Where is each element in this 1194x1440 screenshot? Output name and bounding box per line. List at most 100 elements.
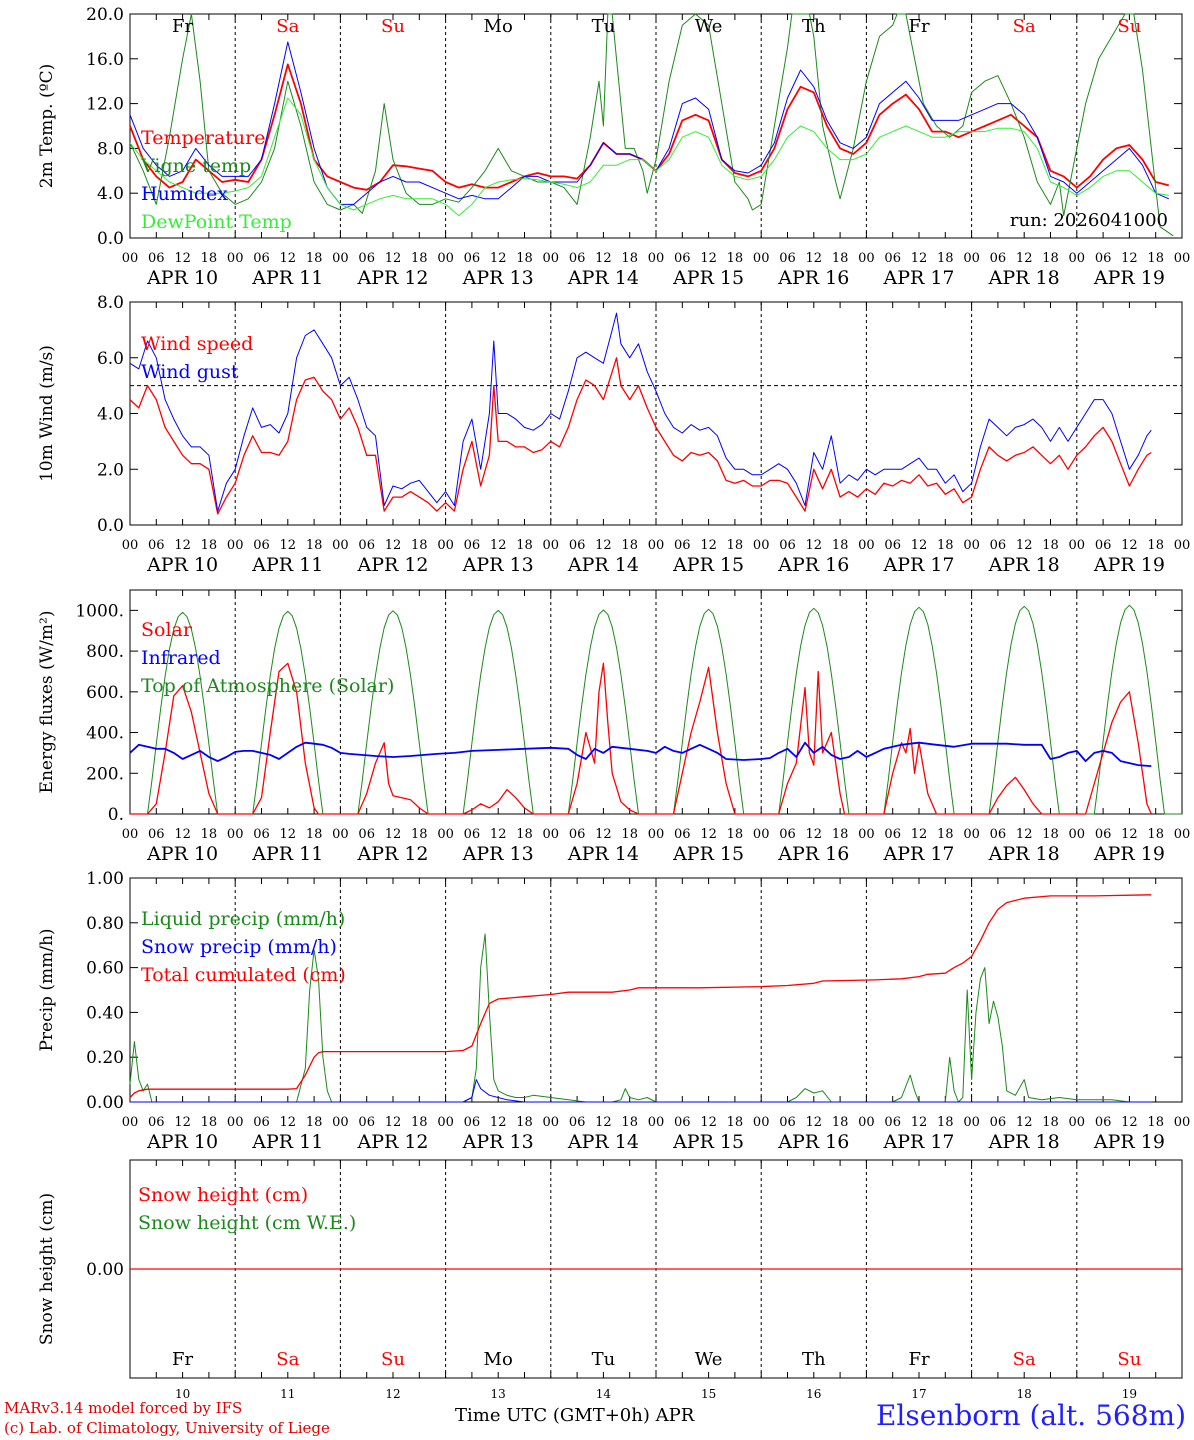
hour-label: 00 [543,538,560,553]
date-label: APR 12 [356,1131,428,1153]
date-label: APR 18 [988,843,1060,865]
hour-label: 06 [148,827,165,842]
hour-label: 06 [1095,827,1112,842]
date-label: APR 16 [777,554,849,576]
y-tick-label: 400. [86,724,124,744]
legend-entry: Solar [141,619,193,641]
hour-label: 00 [1069,251,1086,266]
hour-label: 18 [411,827,428,842]
hour-label: 00 [963,538,980,553]
date-label: APR 11 [251,554,323,576]
hour-label: 12 [595,1115,612,1130]
series-solar [130,662,1152,815]
hour-label: 12 [1016,1115,1033,1130]
hour-label: 18 [411,1115,428,1130]
y-axis-label: 2m Temp. (ºC) [37,64,57,189]
y-tick-label: 0.80 [86,914,124,934]
series-wind-speed [129,357,1152,515]
legend-entry: Snow height (cm W.E.) [138,1212,356,1234]
hour-label: 06 [990,538,1007,553]
date-label: APR 14 [567,554,639,576]
hour-label: 18 [1147,251,1164,266]
y-tick-label: 0.60 [86,959,124,979]
hour-label: 12 [700,827,717,842]
date-label: APR 12 [356,843,428,865]
y-tick-label: 200. [86,764,124,784]
hour-label: 18 [621,827,638,842]
date-label: APR 11 [251,1131,323,1153]
hour-label: 12 [806,538,823,553]
hour-label: 18 [937,1115,954,1130]
series-total-cumulated-cm- [129,894,1152,1098]
hour-label: 12 [174,251,191,266]
hour-label: 12 [1016,251,1033,266]
hour-label: 12 [1121,827,1138,842]
day-name: Su [1117,1349,1141,1370]
hour-label: 06 [569,251,586,266]
date-label: APR 15 [672,267,744,289]
hour-label: 00 [1069,538,1086,553]
hour-label: 12 [700,538,717,553]
hour-label: 00 [227,251,244,266]
hour-label: 12 [806,1115,823,1130]
hour-label: 06 [148,538,165,553]
run-label: run: 2026041000 [1010,210,1168,231]
hour-label: 06 [464,538,481,553]
hour-label: 06 [779,251,796,266]
day-number: 17 [911,1387,926,1401]
date-label: APR 12 [356,554,428,576]
hour-label: 06 [1095,538,1112,553]
hour-label: 00 [332,538,349,553]
date-label: APR 11 [251,267,323,289]
hour-label: 18 [411,538,428,553]
hour-label: 18 [516,538,533,553]
copyright-credit: (c) Lab. of Climatology, University of L… [4,1419,330,1437]
hour-label: 06 [990,251,1007,266]
hour-label: 00 [648,1115,665,1130]
y-tick-label: 0.40 [86,1003,124,1023]
hour-label: 00 [122,538,139,553]
y-axis-label: 10m Wind (m/s) [37,345,57,482]
hour-label: 06 [674,1115,691,1130]
hour-label: 12 [911,827,928,842]
hour-label: 18 [1042,251,1059,266]
day-name: Mo [484,16,513,37]
hour-label: 00 [1174,1115,1191,1130]
y-tick-label: 4.0 [97,184,124,204]
hour-label: 00 [437,538,454,553]
legend-entry: Top of Atmosphere (Solar) [141,675,394,697]
y-tick-label: 1000. [75,601,124,621]
date-label: APR 19 [1093,843,1165,865]
hour-label: 00 [1069,827,1086,842]
day-name: Sa [1013,16,1036,37]
hour-label: 12 [911,1115,928,1130]
hour-label: 12 [490,251,507,266]
day-number: 10 [175,1387,190,1401]
hour-label: 06 [674,538,691,553]
hour-label: 12 [595,538,612,553]
hour-label: 00 [332,1115,349,1130]
hour-label: 00 [753,1115,770,1130]
hour-label: 12 [174,1115,191,1130]
y-tick-label: 0.0 [97,516,124,536]
date-label: APR 18 [988,554,1060,576]
hour-label: 18 [1147,1115,1164,1130]
hour-label: 18 [1042,827,1059,842]
hour-label: 18 [832,251,849,266]
hour-label: 00 [858,538,875,553]
day-name: Sa [1013,1349,1036,1370]
hour-label: 18 [1147,538,1164,553]
hour-label: 18 [201,251,218,266]
date-label: APR 13 [462,1131,534,1153]
hour-label: 06 [1095,251,1112,266]
hour-label: 06 [569,538,586,553]
date-label: APR 10 [146,267,218,289]
station-name: Elsenborn (alt. 568m) [875,1399,1186,1432]
hour-label: 06 [884,827,901,842]
hour-label: 12 [1121,251,1138,266]
y-tick-label: 1.00 [86,869,124,889]
day-name: We [695,16,723,37]
hour-label: 12 [911,251,928,266]
legend-entry: Wind speed [141,333,253,355]
hour-label: 00 [543,251,560,266]
